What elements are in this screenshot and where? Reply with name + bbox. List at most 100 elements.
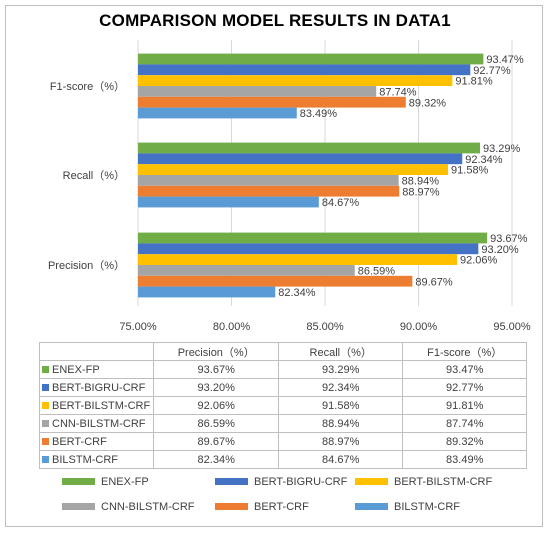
data-table: Precision（%） Recall（%） F1-score（%） ENEX-… (38, 342, 528, 469)
bar (138, 185, 400, 197)
data-label: 92.06% (460, 255, 498, 267)
legend-swatch (42, 419, 49, 427)
category-label: F1-score（%） (50, 80, 125, 93)
legend-swatch (215, 503, 248, 510)
bar (138, 75, 453, 86)
table-row-label: BERT-CRF (38, 432, 155, 451)
bar (138, 254, 458, 265)
table-cell: 93.29% (278, 360, 404, 379)
data-label: 93.20% (481, 244, 519, 256)
data-label: 82.34% (278, 287, 316, 299)
bar (138, 275, 413, 287)
data-label: 93.29% (483, 143, 521, 155)
legend-swatch (215, 478, 248, 485)
data-label: 87.74% (379, 87, 417, 99)
bar (138, 96, 406, 108)
table-cell: 91.58% (278, 396, 404, 415)
table-cell: 92.77% (402, 378, 528, 397)
legend-item: BERT-CRF (215, 501, 309, 513)
table-row-label: BERT-BIGRU-CRF (38, 378, 155, 397)
bar (138, 243, 479, 255)
data-label: 84.67% (322, 197, 360, 209)
legend-swatch (355, 503, 388, 510)
data-label: 92.34% (465, 154, 503, 166)
table-row-label: BERT-BILSTM-CRF (38, 396, 155, 415)
bar (138, 64, 471, 76)
table-row-name: CNN-BILSTM-CRF (52, 417, 146, 430)
table-cell: 91.81% (402, 396, 528, 415)
table-cell: 89.67% (153, 432, 280, 451)
legend-swatch (62, 503, 95, 510)
bar (138, 153, 463, 165)
data-label: 93.67% (490, 233, 528, 245)
table-row-name: BERT-BIGRU-CRF (52, 381, 146, 394)
table-row-name: BERT-BILSTM-CRF (52, 399, 151, 412)
legend-item: ENEX-FP (62, 476, 149, 488)
legend-swatch (355, 478, 388, 485)
table-row: BILSTM-CRF 82.34% 84.67% 83.49% (38, 450, 528, 469)
legend-label: BERT-BIGRU-CRF (254, 476, 348, 488)
data-label: 88.97% (402, 186, 440, 198)
data-label: 91.81% (455, 76, 493, 88)
bar (138, 265, 355, 276)
table-row-label: ENEX-FP (38, 360, 155, 379)
bar (138, 164, 449, 175)
legend-swatch (62, 478, 95, 485)
data-label: 93.47% (486, 54, 524, 66)
data-label: 89.32% (409, 97, 447, 109)
table-row-name: BILSTM-CRF (52, 453, 118, 466)
legend-swatch (42, 383, 49, 391)
bar (138, 286, 276, 298)
bar (138, 107, 297, 119)
table-cell: 88.94% (278, 414, 404, 433)
table-row-label: BILSTM-CRF (38, 450, 155, 469)
legend-item: BERT-BILSTM-CRF (355, 476, 492, 488)
table-corner-cell (38, 342, 155, 361)
table-row-name: BERT-CRF (52, 435, 107, 448)
bar (138, 232, 488, 244)
table-header-f1: F1-score（%） (402, 342, 528, 361)
x-tick-labels: 75.00% 80.00% 85.00% 90.00% 95.00% (119, 321, 531, 333)
table-cell: 86.59% (153, 414, 280, 433)
legend-label: CNN-BILSTM-CRF (101, 501, 195, 513)
table-cell: 89.32% (402, 432, 528, 451)
table-cell: 93.67% (153, 360, 280, 379)
legend-label: BILSTM-CRF (394, 501, 460, 513)
legend-item: BILSTM-CRF (355, 501, 460, 513)
bar-chart: Precision（%）Recall（%）F1-score（%） 93.67%9… (48, 40, 531, 333)
legend-swatch (42, 455, 49, 463)
chart-title: COMPARISON MODEL RESULTS IN DATA1 (99, 11, 451, 30)
table-cell: 93.47% (402, 360, 528, 379)
x-tick-label: 90.00% (400, 321, 438, 333)
table-cell: 92.06% (153, 396, 280, 415)
data-labels: 93.67%93.20%92.06% 86.59% 89.67% 82.34% 93.2… (278, 54, 527, 299)
table-row: BERT-CRF 89.67% 88.97% 89.32% (38, 432, 528, 451)
table-row: ENEX-FP 93.67% 93.29% 93.47% (38, 360, 528, 379)
x-tick-label: 75.00% (119, 321, 157, 333)
category-labels: Precision（%） Recall（%） F1-score（%） (48, 80, 125, 272)
table-cell: 83.49% (402, 450, 528, 469)
data-label: 92.77% (473, 65, 511, 77)
data-label: 91.58% (451, 165, 489, 177)
table-cell: 84.67% (278, 450, 404, 469)
legend-label: ENEX-FP (101, 476, 149, 488)
table-header-precision: Precision（%） (153, 342, 280, 361)
table-cell: 93.20% (153, 378, 280, 397)
category-label: Precision（%） (48, 259, 125, 272)
data-label: 86.59% (358, 266, 396, 278)
legend-swatch (42, 365, 49, 373)
legend-swatch (42, 401, 49, 409)
table-cell: 92.34% (278, 378, 404, 397)
bar (138, 86, 377, 97)
bar (138, 53, 484, 65)
table-row-name: ENEX-FP (52, 363, 100, 376)
data-label: 89.67% (415, 276, 453, 288)
bar (138, 175, 399, 186)
category-label: Recall（%） (63, 169, 125, 182)
x-tick-label: 85.00% (306, 321, 344, 333)
table-cell: 82.34% (153, 450, 280, 469)
table-cell: 88.97% (278, 432, 404, 451)
bar (138, 196, 319, 208)
bars (138, 53, 488, 298)
legend-item: BERT-BIGRU-CRF (215, 476, 347, 488)
